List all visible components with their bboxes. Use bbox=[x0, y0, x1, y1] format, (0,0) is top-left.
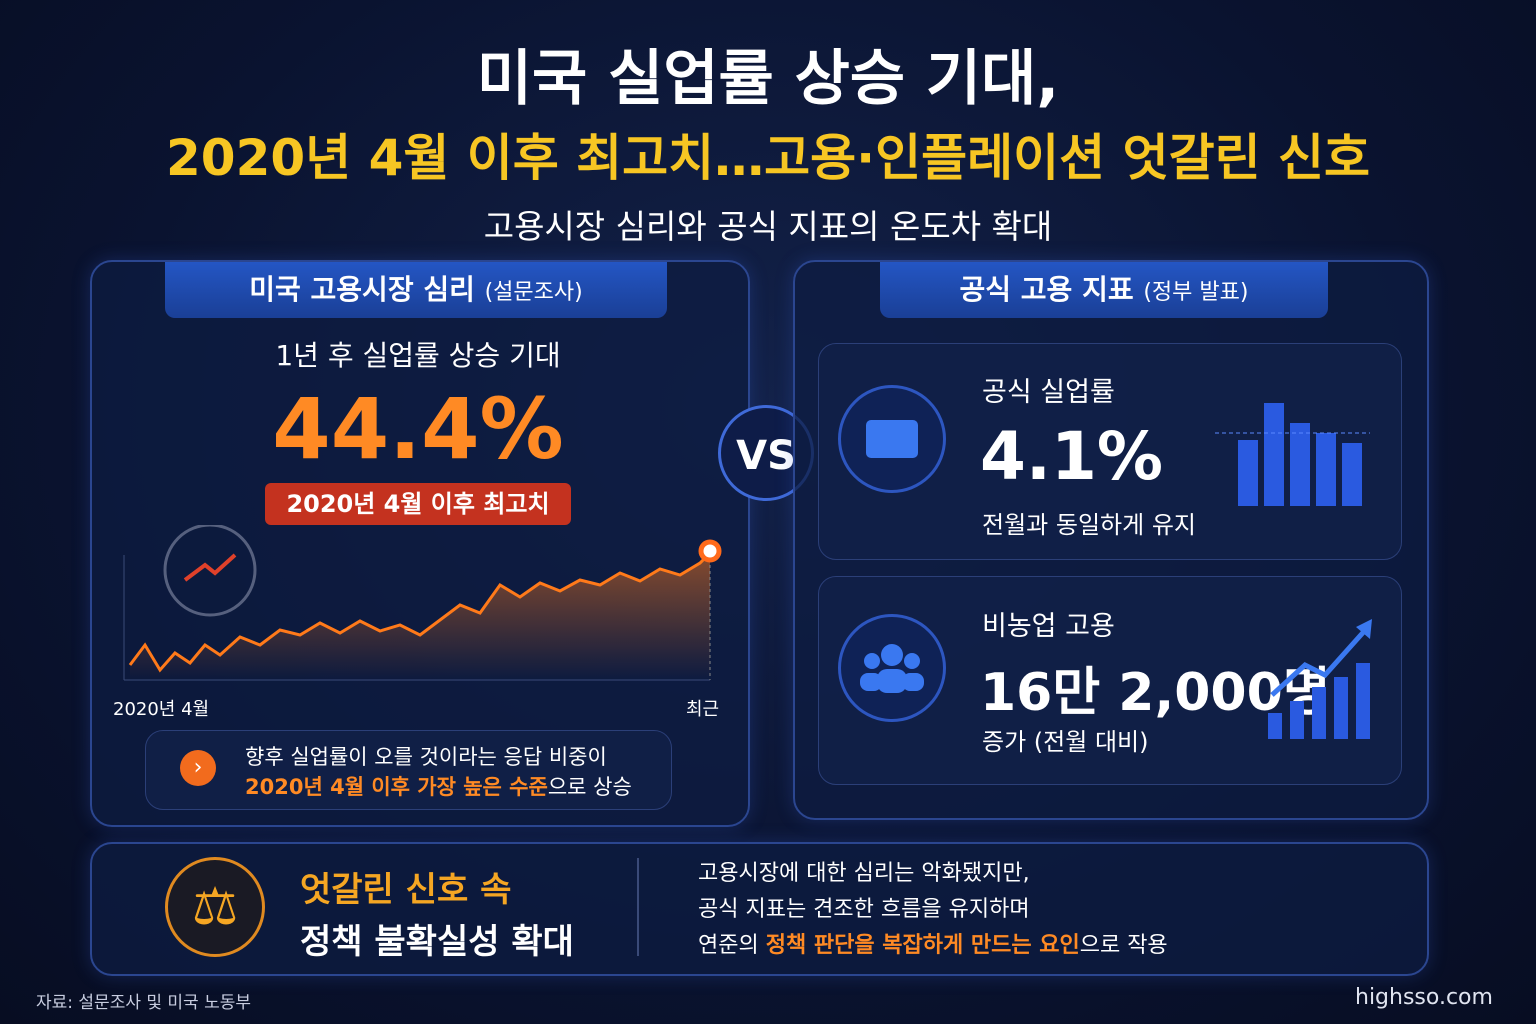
chart-start-label: 2020년 4월 bbox=[113, 699, 210, 720]
bottom-panel bbox=[90, 842, 1429, 976]
bottom-heading2: 정책 불확실성 확대 bbox=[300, 922, 574, 962]
title-line1: 미국 실업률 상승 기대, bbox=[476, 44, 1060, 114]
chart-end-label: 최근 bbox=[686, 699, 720, 720]
left-panel-header: 미국 고용시장 심리 (설문조사) bbox=[165, 262, 667, 318]
source: 자료: 설문조사 및 미국 노동부 bbox=[36, 993, 252, 1013]
bottom-highlight: 정책 판단을 복잡하게 만드는 요인 bbox=[765, 933, 1080, 958]
bottom-line3: 연준의 bbox=[698, 933, 766, 958]
note-rest: 으로 상승 bbox=[547, 775, 632, 799]
people-icon bbox=[838, 614, 946, 722]
right-panel-title: 공식 고용 지표 bbox=[959, 273, 1134, 306]
trend-sketch bbox=[123, 525, 722, 681]
growth-icon bbox=[1268, 619, 1372, 739]
badge: 2020년 4월 이후 최고치 bbox=[265, 483, 571, 525]
crowd-arrow bbox=[183, 553, 237, 582]
card-value: 4.1% bbox=[980, 418, 1164, 495]
metric-value: 44.4% bbox=[272, 380, 564, 478]
bottom-line3-end: 으로 작용 bbox=[1079, 933, 1168, 958]
right-panel-header: 공식 고용 지표 (정부 발표) bbox=[880, 262, 1328, 318]
briefcase-icon bbox=[838, 385, 946, 493]
scale-icon: ⚖ bbox=[165, 857, 265, 957]
card-label: 비농업 고용 bbox=[982, 611, 1115, 642]
card-label: 공식 실업률 bbox=[982, 377, 1115, 408]
right-panel-note: (정부 발표) bbox=[1143, 280, 1249, 305]
crowd-icon bbox=[163, 525, 257, 617]
latest-point bbox=[698, 539, 722, 563]
metric-label: 1년 후 실업률 상승 기대 bbox=[275, 339, 561, 372]
bottom-line1: 고용시장에 대한 심리는 악화됐지만, bbox=[698, 861, 1030, 886]
divider bbox=[637, 858, 639, 956]
people-shape bbox=[860, 644, 924, 693]
trend-line bbox=[128, 551, 712, 673]
title-line2: 2020년 4월 이후 최고치…고용·인플레이션 엇갈린 신호 bbox=[166, 129, 1370, 187]
note-line1: 향후 실업률이 오를 것이라는 응답 비중이 bbox=[245, 745, 607, 769]
card-detail: 전월과 동일하게 유지 bbox=[982, 511, 1196, 539]
note-icon: › bbox=[180, 750, 216, 786]
bottom-heading1: 엇갈린 신호 속 bbox=[300, 870, 512, 910]
left-panel-note: (설문조사) bbox=[484, 280, 583, 305]
left-panel-title: 미국 고용시장 심리 bbox=[249, 273, 475, 306]
bottom-line2: 공식 지표는 견조한 흐름을 유지하며 bbox=[698, 897, 1030, 922]
site: highsso.com bbox=[1355, 985, 1493, 1010]
note-text: 향후 실업률이 오를 것이라는 응답 비중이 2020년 4월 이후 가장 높은 … bbox=[245, 742, 632, 802]
note-box bbox=[145, 730, 672, 810]
trend-area bbox=[130, 553, 710, 680]
card-detail: 증가 (전월 대비) bbox=[982, 728, 1149, 756]
briefcase-shape bbox=[866, 420, 918, 458]
subtitle: 고용시장 심리와 공식 지표의 온도차 확대 bbox=[483, 207, 1053, 246]
note-highlight: 2020년 4월 이후 가장 높은 수준 bbox=[245, 775, 548, 799]
bars-icon bbox=[1215, 403, 1370, 506]
